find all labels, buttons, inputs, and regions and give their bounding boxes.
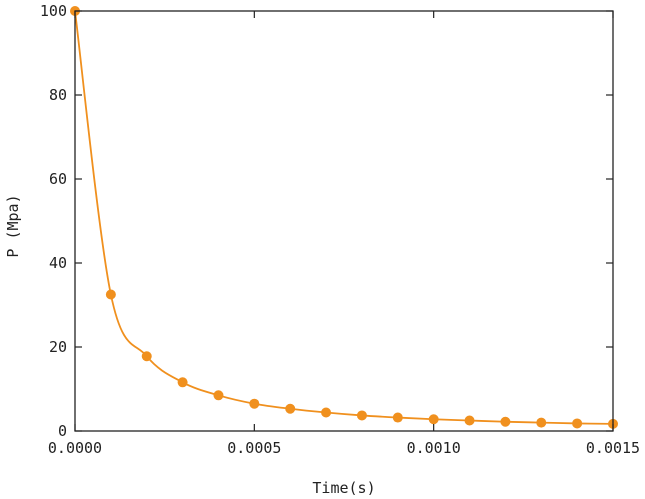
x-tick-label: 0.0010 [407, 439, 461, 457]
y-tick-label: 60 [49, 170, 67, 188]
data-point [572, 418, 583, 429]
data-point [356, 410, 367, 421]
x-tick-label: 0.0015 [586, 439, 640, 457]
y-tick-label: 100 [40, 2, 67, 20]
y-tick-label: 40 [49, 254, 67, 272]
y-tick-label: 80 [49, 86, 67, 104]
axis-ticks: 0.0000 0.0005 0.0010 0.0015 0 20 40 60 80 100 [40, 2, 640, 457]
data-point [536, 417, 547, 428]
data-point [213, 390, 224, 401]
data-point [392, 412, 403, 423]
data-point [285, 403, 296, 414]
data-point [141, 351, 152, 362]
data-point [464, 415, 475, 426]
plot-marks [70, 6, 618, 429]
y-tick-label: 20 [49, 338, 67, 356]
y-axis-label: P (Mpa) [4, 194, 22, 257]
data-point [105, 289, 116, 300]
y-tick-label: 0 [58, 422, 67, 440]
data-point [428, 414, 439, 425]
x-axis-label: Time(s) [312, 479, 375, 497]
x-tick-label: 0.0000 [48, 439, 102, 457]
data-point [500, 416, 511, 427]
data-point [249, 398, 260, 409]
data-point [177, 377, 188, 388]
data-point [321, 407, 332, 418]
plot-frame [74, 10, 614, 432]
series-line [74, 10, 614, 425]
x-tick-label: 0.0005 [227, 439, 281, 457]
